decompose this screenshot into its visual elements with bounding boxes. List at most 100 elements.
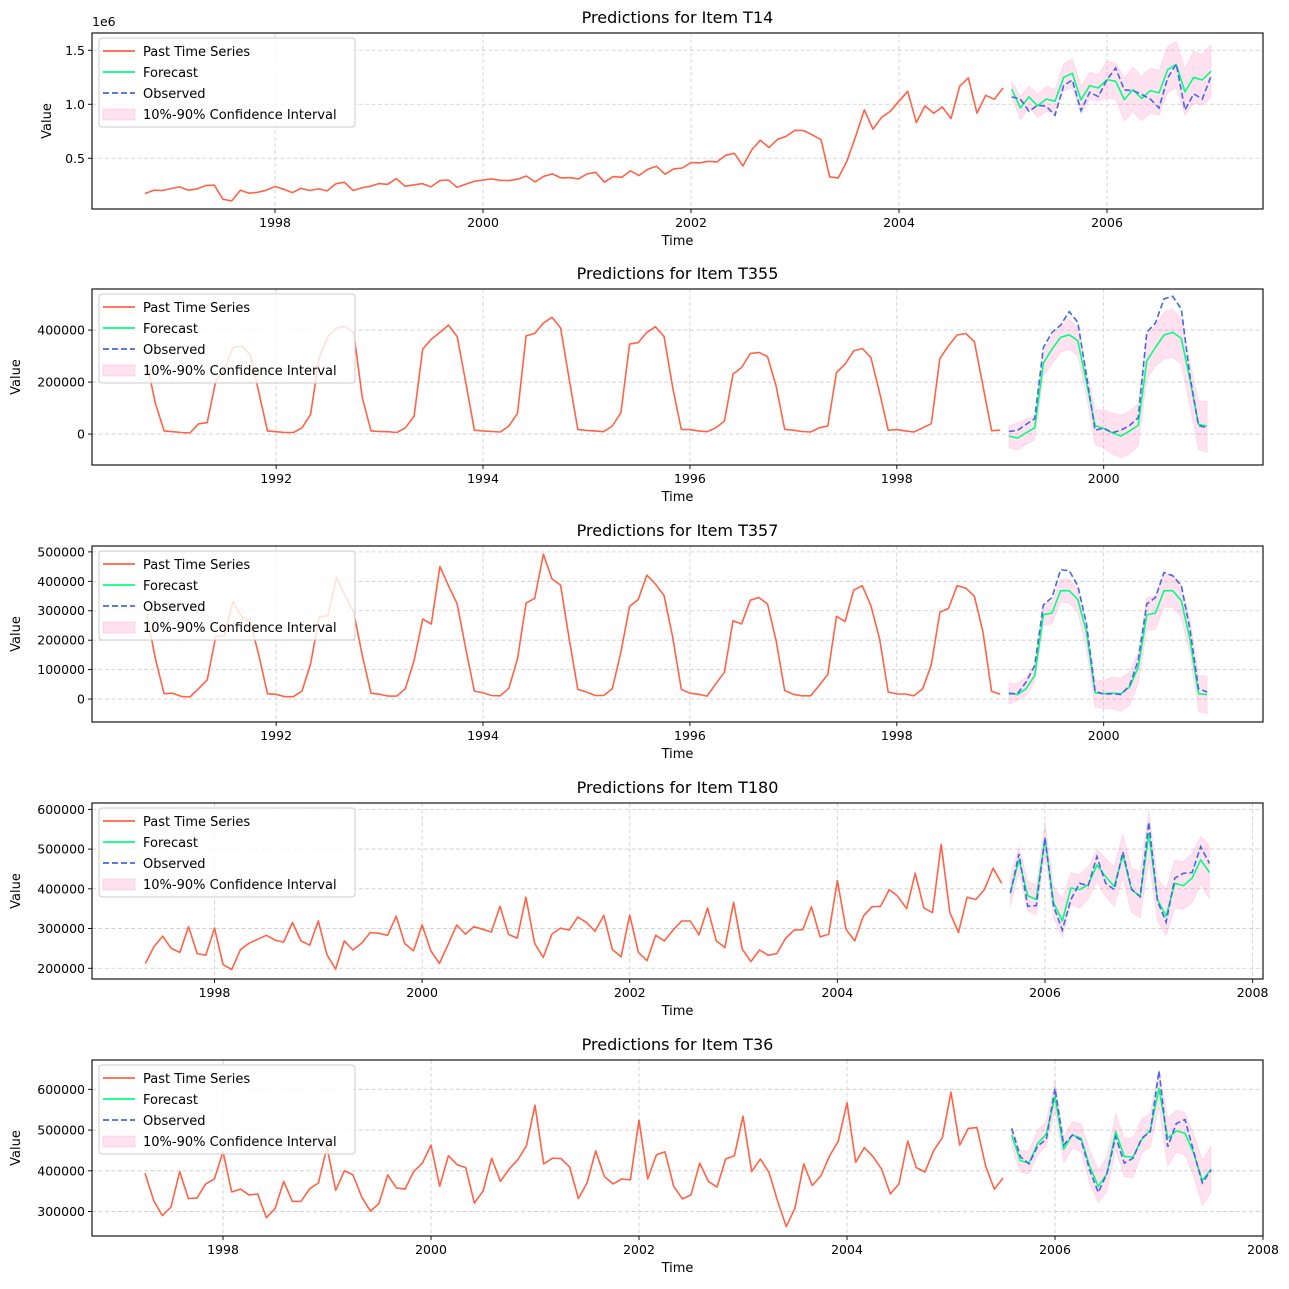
y-axis-label: Value	[9, 873, 24, 909]
legend-label-ci: 10%-90% Confidence Interval	[143, 878, 337, 893]
legend-label-past: Past Time Series	[143, 301, 250, 316]
legend-label-ci: 10%-90% Confidence Interval	[143, 108, 337, 123]
legend-label-forecast: Forecast	[143, 322, 198, 337]
y-tick-label: 0	[77, 692, 85, 707]
subplot-title: Predictions for Item T14	[582, 8, 774, 27]
x-tick-label: 1998	[259, 215, 291, 230]
x-tick-label: 1998	[881, 728, 913, 743]
legend-ci-handle	[102, 108, 136, 121]
x-tick-label: 1996	[674, 471, 706, 486]
observed-line	[1011, 61, 1212, 117]
x-axis-label: Time	[661, 1004, 694, 1019]
legend-label-past: Past Time Series	[143, 558, 250, 573]
y-tick-label: 200000	[37, 375, 85, 390]
legend-label-observed: Observed	[143, 1114, 206, 1129]
past-time-series-line	[144, 77, 1004, 202]
x-axis-label: Time	[661, 234, 694, 249]
legend-box	[98, 1064, 356, 1155]
observed-line	[1009, 822, 1211, 933]
y-tick-label: 400000	[37, 881, 85, 896]
legend-label-observed: Observed	[143, 343, 206, 358]
observed-line	[1008, 568, 1208, 696]
x-tick-label: 2002	[623, 1242, 655, 1257]
x-tick-label: 2000	[406, 985, 438, 1000]
subplot-t357: 1992 1994 1996 1998 2000 0 100000 200000 300000 4…	[9, 521, 1264, 762]
x-tick-label: 1998	[881, 471, 913, 486]
x-tick-label: 2006	[1029, 985, 1061, 1000]
y-axis-label: Value	[9, 1130, 24, 1166]
past-time-series-line	[144, 1091, 1004, 1228]
x-tick-label: 2004	[831, 1242, 863, 1257]
subplot-t355: 1992 1994 1996 1998 2000 0 200000 400000 Predict…	[9, 264, 1264, 505]
x-tick-label: 2006	[1039, 1242, 1071, 1257]
subplot-t14: 1998 2000 2002 2004 2006 0.5 1.0 1.5 1e6 Predicti…	[40, 8, 1264, 249]
legend-label-observed: Observed	[143, 857, 206, 872]
legend-label-forecast: Forecast	[143, 579, 198, 594]
legend-label-past: Past Time Series	[143, 815, 250, 830]
x-tick-label: 1992	[260, 728, 292, 743]
axes-frame	[91, 32, 1264, 210]
legend-ci-handle	[102, 621, 136, 634]
x-tick-label: 2006	[1091, 215, 1123, 230]
y-tick-label: 400000	[37, 574, 85, 589]
y-tick-label: 300000	[37, 603, 85, 618]
subplot-t36: 1998 2000 2002 2004 2006 2008 300000 400000 5000…	[9, 1035, 1279, 1276]
legend: Past Time Series Forecast Observed 10%-90% …	[98, 1064, 356, 1155]
legend-label-forecast: Forecast	[143, 1093, 198, 1108]
legend-label-past: Past Time Series	[143, 1072, 250, 1087]
y-tick-label: 400000	[37, 1163, 85, 1178]
legend-label-forecast: Forecast	[143, 836, 198, 851]
x-tick-label: 2002	[675, 215, 707, 230]
x-tick-label: 2004	[821, 985, 853, 1000]
past-time-series-line	[146, 316, 1001, 434]
plot-area	[92, 1060, 1263, 1236]
observed-line	[1010, 1070, 1212, 1195]
axes-frame	[91, 802, 1264, 980]
axes-frame	[91, 1059, 1264, 1237]
y-tick-label: 500000	[37, 544, 85, 559]
y-tick-label: 0.5	[65, 151, 85, 166]
x-tick-label: 2000	[415, 1242, 447, 1257]
x-tick-label: 2008	[1237, 985, 1269, 1000]
x-tick-label: 2004	[883, 215, 915, 230]
forecast-line	[1009, 832, 1211, 922]
y-tick-label: 200000	[37, 961, 85, 976]
x-axis-label: Time	[661, 747, 694, 762]
subplot-title: Predictions for Item T180	[577, 778, 779, 797]
y-tick-label: 1.0	[65, 97, 85, 112]
subplot-t180: 1998 2000 2002 2004 2006 2008 200000 300000 4000…	[9, 778, 1269, 1019]
x-tick-label: 2002	[614, 985, 646, 1000]
legend-ci-handle	[102, 878, 136, 891]
x-axis-label: Time	[661, 490, 694, 505]
subplot-title: Predictions for Item T36	[582, 1035, 774, 1054]
legend-box	[98, 293, 356, 384]
y-tick-label: 600000	[37, 1082, 85, 1097]
legend-box	[98, 550, 356, 641]
x-tick-label: 1998	[207, 1242, 239, 1257]
y-tick-label: 400000	[37, 323, 85, 338]
legend-box	[98, 807, 356, 898]
x-tick-label: 1996	[674, 728, 706, 743]
y-tick-label: 500000	[37, 842, 85, 857]
y-tick-label: 600000	[37, 802, 85, 817]
legend-label-observed: Observed	[143, 600, 206, 615]
y-tick-label: 300000	[37, 1204, 85, 1219]
y-axis-label: Value	[9, 359, 24, 395]
legend: Past Time Series Forecast Observed 10%-90% …	[98, 293, 356, 384]
subplot-title: Predictions for Item T357	[577, 521, 779, 540]
axes-frame	[91, 288, 1264, 466]
legend: Past Time Series Forecast Observed 10%-90% …	[98, 807, 356, 898]
past-time-series-line	[144, 843, 1003, 971]
legend-label-forecast: Forecast	[143, 66, 198, 81]
x-tick-label: 2000	[1088, 728, 1120, 743]
x-tick-label: 2000	[1088, 471, 1120, 486]
legend-label-observed: Observed	[143, 87, 206, 102]
past-time-series-line	[146, 553, 1001, 698]
legend-label-ci: 10%-90% Confidence Interval	[143, 364, 337, 379]
legend-label-past: Past Time Series	[143, 45, 250, 60]
x-tick-label: 2008	[1247, 1242, 1279, 1257]
observed-line	[1008, 295, 1208, 434]
y-axis-label: Value	[40, 103, 55, 139]
y-tick-label: 300000	[37, 921, 85, 936]
